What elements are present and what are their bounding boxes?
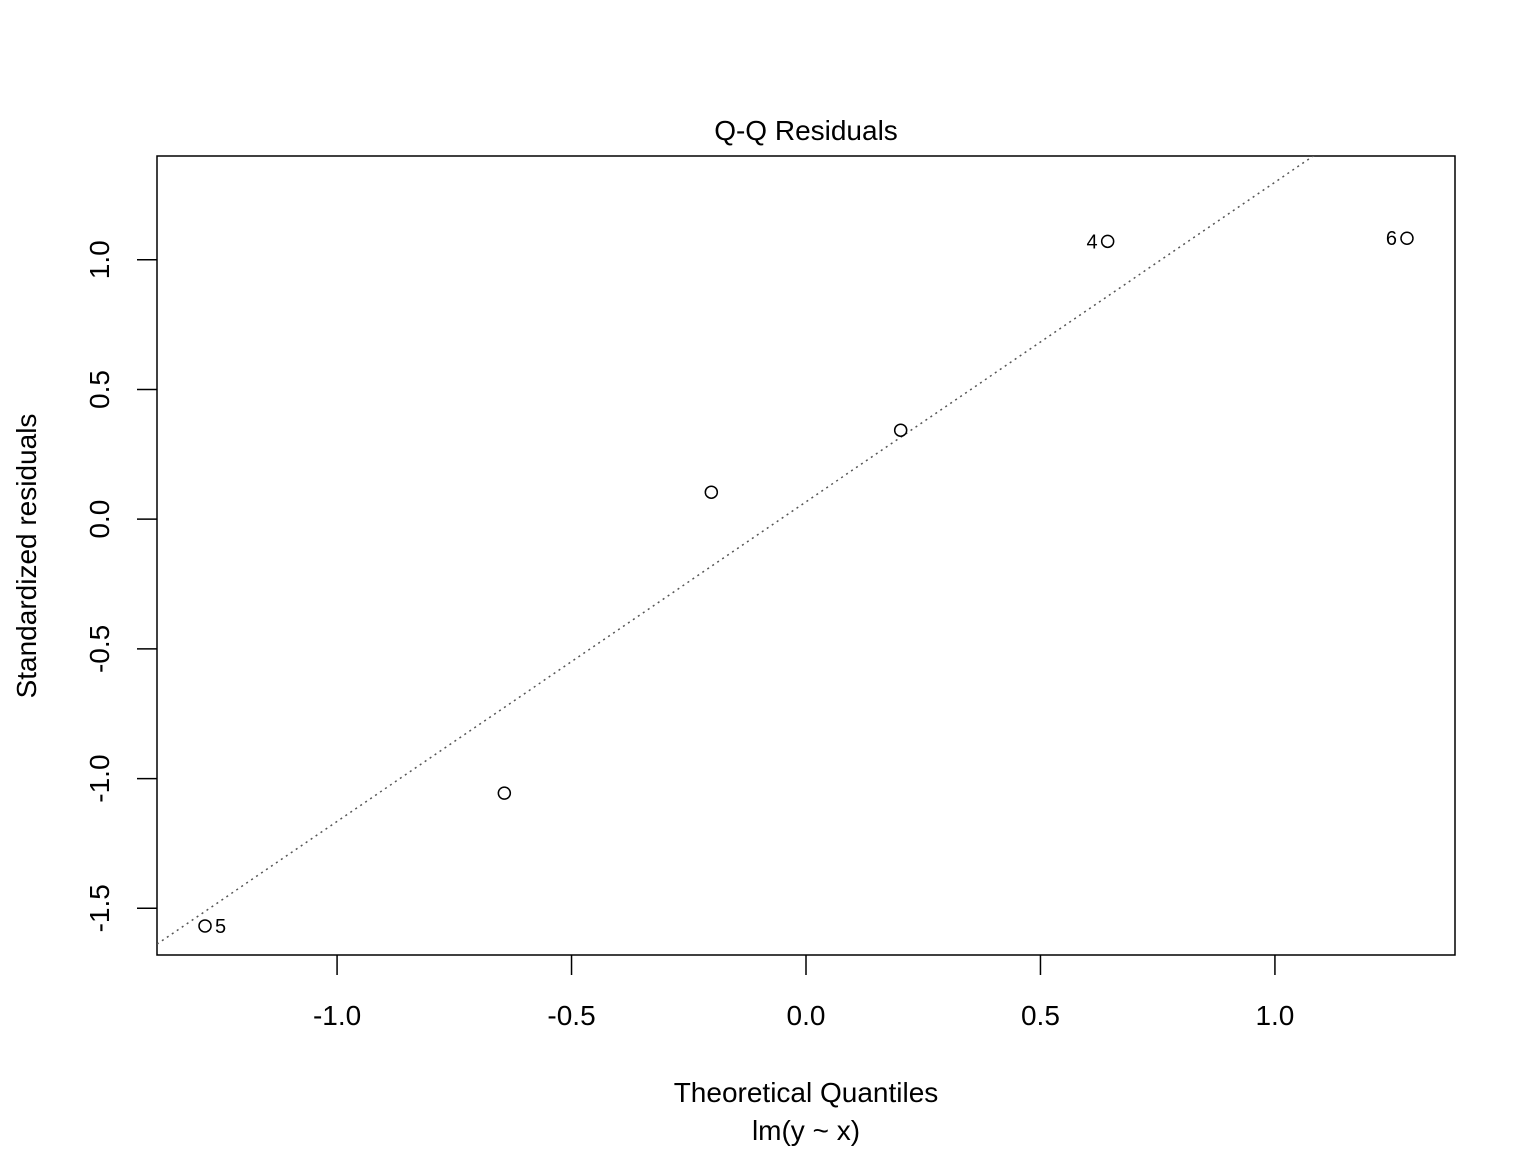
data-point bbox=[704, 485, 719, 499]
x-axis-subtitle: lm(y ~ x) bbox=[752, 1115, 860, 1146]
y-tick-label: 0.5 bbox=[84, 370, 115, 409]
point-label: 6 bbox=[1386, 228, 1397, 250]
y-axis-title: Standardized residuals bbox=[11, 414, 42, 699]
chart-title: Q-Q Residuals bbox=[714, 115, 898, 146]
data-point bbox=[1100, 234, 1115, 249]
plot-frame bbox=[156, 155, 1456, 956]
x-tick-label: -1.0 bbox=[313, 1000, 361, 1031]
y-tick-label: 1.0 bbox=[84, 240, 115, 279]
data-point bbox=[893, 423, 908, 437]
y-tick-label: -1.0 bbox=[84, 754, 115, 802]
y-tick-label: -1.5 bbox=[84, 884, 115, 932]
x-tick-label: 0.0 bbox=[787, 1000, 826, 1031]
y-tick-label: 0.0 bbox=[84, 500, 115, 539]
point-label: 4 bbox=[1087, 231, 1098, 253]
data-point bbox=[497, 786, 512, 800]
x-axis-title: Theoretical Quantiles bbox=[674, 1077, 939, 1108]
point-label: 5 bbox=[215, 916, 226, 938]
reference-line bbox=[157, 156, 1315, 945]
x-tick-label: 0.5 bbox=[1021, 1000, 1060, 1031]
data-point bbox=[198, 919, 212, 933]
y-tick-label: -0.5 bbox=[84, 625, 115, 673]
data-point bbox=[1400, 231, 1414, 245]
x-tick-label: -0.5 bbox=[547, 1000, 595, 1031]
x-tick-label: 1.0 bbox=[1255, 1000, 1294, 1031]
